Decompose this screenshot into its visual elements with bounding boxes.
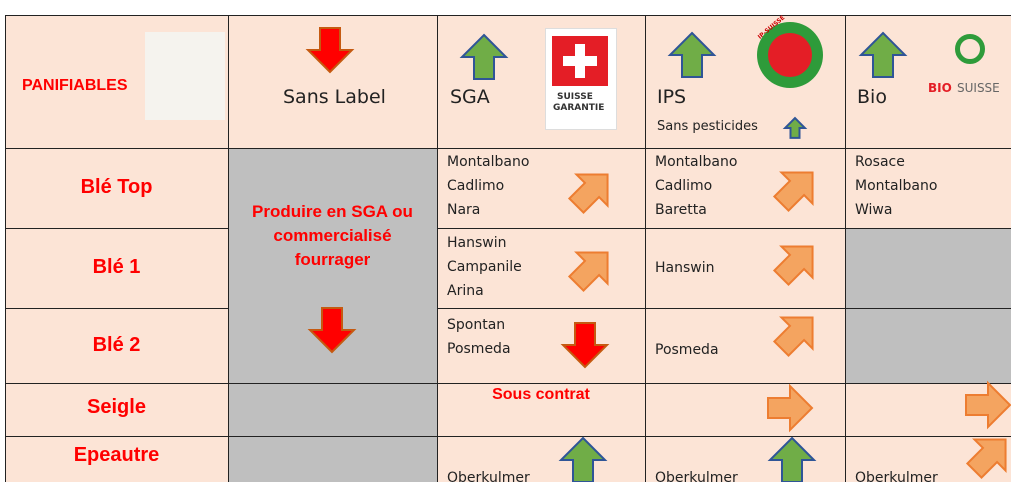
row-label-cell xyxy=(5,436,229,482)
sans-label-note: Produire en SGA ou commercialisé fourrag… xyxy=(252,202,413,269)
diag-arrow xyxy=(567,173,609,215)
down-arrow xyxy=(560,322,610,369)
variety: Hanswin xyxy=(447,235,507,251)
bio-logo-mark xyxy=(955,34,985,64)
row-label: Blé Top xyxy=(80,176,153,198)
variety: Posmeda xyxy=(655,342,719,358)
cell xyxy=(437,383,646,437)
diag-arrow xyxy=(965,438,1007,480)
sga-logo-text: GARANTIE xyxy=(553,103,605,113)
header-cell xyxy=(845,15,1011,149)
diag-arrow xyxy=(772,171,814,213)
right-arrow xyxy=(767,383,814,433)
variety: Baretta xyxy=(655,202,707,218)
row-label: Epeautre xyxy=(73,444,160,466)
cell xyxy=(437,308,646,384)
variety: Oberkulmer xyxy=(447,470,530,482)
up-arrow xyxy=(767,436,817,482)
cell xyxy=(845,308,1011,384)
down-arrow xyxy=(305,27,355,74)
up-arrow xyxy=(782,116,808,139)
variety: Cadlimo xyxy=(447,178,505,194)
column-header: SGA xyxy=(450,86,490,108)
variety: Posmeda xyxy=(447,341,511,357)
table-title: PANIFIABLES xyxy=(22,77,128,94)
row-label: Blé 1 xyxy=(92,256,141,278)
up-arrow xyxy=(858,31,908,78)
wheat-image xyxy=(145,32,225,120)
variety: Nara xyxy=(447,202,481,218)
row-label-cell xyxy=(5,383,229,437)
row-label-cell xyxy=(5,308,229,384)
ips-logo-inner xyxy=(768,33,812,77)
cell xyxy=(845,148,1011,229)
ips-note: Sans pesticides xyxy=(657,119,758,134)
sga-logo-text: SUISSE xyxy=(557,92,593,102)
sga-cross-h xyxy=(563,56,597,66)
variety: Campanile xyxy=(447,259,522,275)
right-arrow xyxy=(965,380,1011,430)
up-arrow xyxy=(459,33,509,80)
variety: Wiwa xyxy=(855,202,893,218)
row-label: Seigle xyxy=(87,396,146,418)
variety: Oberkulmer xyxy=(855,470,938,482)
variety: Montalbano xyxy=(447,154,530,170)
variety: Montalbano xyxy=(855,178,938,194)
variety: Oberkulmer xyxy=(655,470,738,482)
column-header: Bio xyxy=(857,86,887,108)
sans-label-cell xyxy=(228,436,438,482)
seigle-note: Sous contrat xyxy=(492,386,590,403)
bio-logo-text: BIO xyxy=(928,81,952,95)
variety: Cadlimo xyxy=(655,178,713,194)
variety: Arina xyxy=(447,283,484,299)
bio-logo-text: SUISSE xyxy=(957,81,1000,95)
diag-arrow xyxy=(772,316,814,358)
cell xyxy=(437,148,646,229)
up-arrow xyxy=(667,31,717,78)
row-label-cell xyxy=(5,148,229,229)
variety: Hanswin xyxy=(655,260,715,276)
row-label: Blé 2 xyxy=(92,334,141,356)
sans-label-cell xyxy=(228,383,438,437)
cell xyxy=(845,228,1011,309)
diag-arrow xyxy=(567,251,609,293)
variety: Montalbano xyxy=(655,154,738,170)
column-header: Sans Label xyxy=(283,86,386,108)
down-arrow xyxy=(307,307,357,354)
diag-arrow xyxy=(772,245,814,287)
up-arrow xyxy=(558,436,608,482)
variety: Spontan xyxy=(447,317,506,333)
column-header: IPS xyxy=(657,86,687,108)
variety: Rosace xyxy=(855,154,905,170)
row-label-cell xyxy=(5,228,229,309)
